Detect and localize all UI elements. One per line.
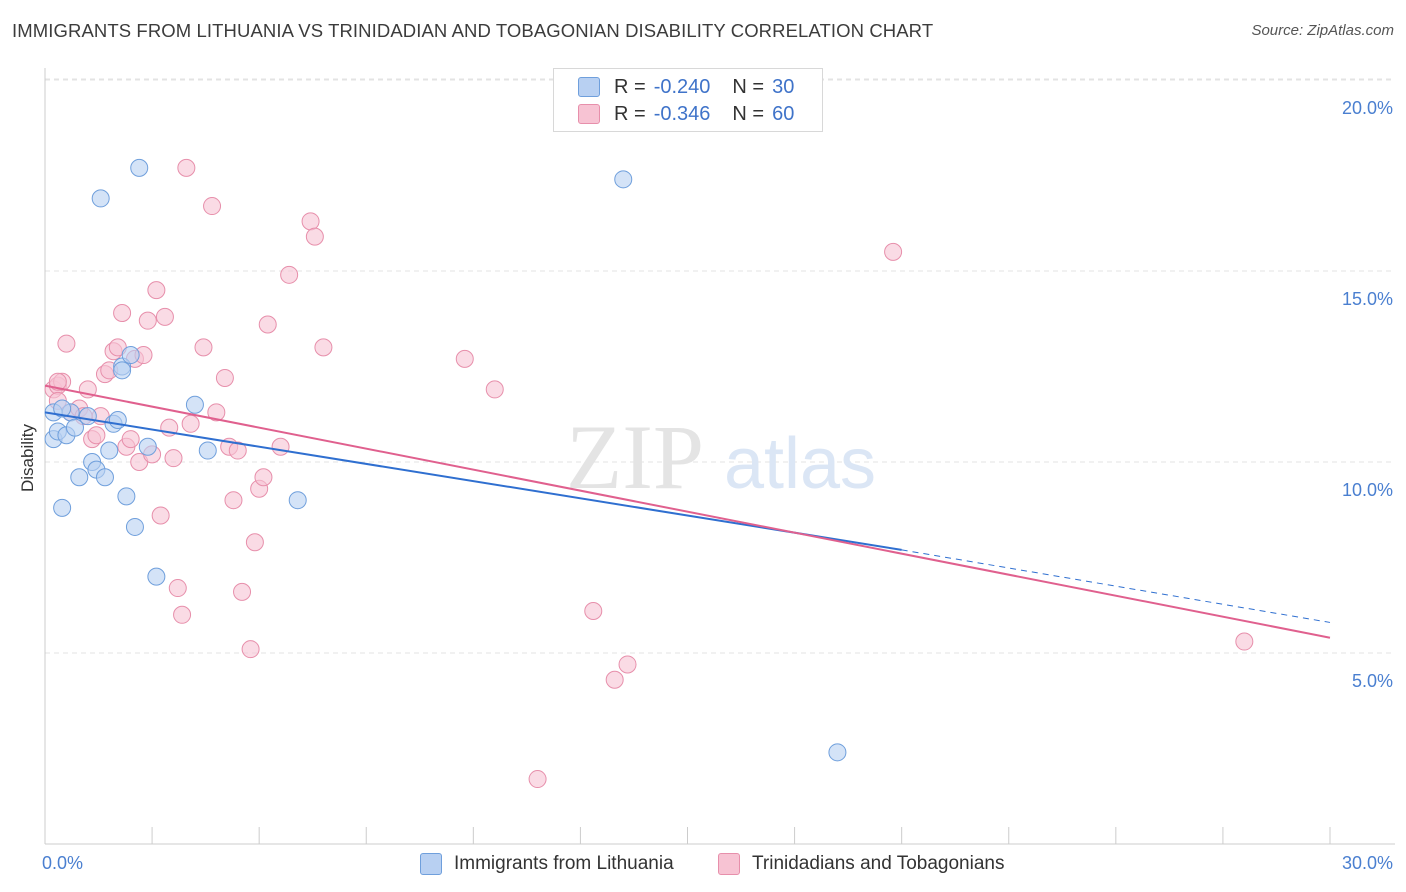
data-point-pink bbox=[528, 770, 547, 789]
legend-box: R = -0.240 N = 30 R = -0.346 N = 60 bbox=[553, 68, 823, 132]
bottom-legend-label: Trinidadians and Tobagonians bbox=[752, 853, 1005, 874]
data-point-blue bbox=[288, 491, 307, 510]
data-point-pink bbox=[155, 307, 174, 326]
data-point-pink bbox=[164, 449, 183, 468]
data-point-blue bbox=[130, 158, 149, 177]
data-point-blue bbox=[121, 346, 140, 365]
data-point-pink bbox=[224, 491, 243, 510]
data-point-pink bbox=[258, 315, 277, 334]
watermark: ZIP atlas bbox=[566, 406, 876, 508]
data-point-pink bbox=[314, 338, 333, 357]
data-point-pink bbox=[113, 304, 132, 323]
data-point-pink bbox=[121, 430, 140, 449]
watermark-zip: ZIP bbox=[566, 406, 704, 508]
data-point-blue bbox=[65, 418, 84, 437]
legend-r-value: -0.240 bbox=[653, 75, 711, 98]
x-tick-label: 0.0% bbox=[42, 853, 83, 873]
axes bbox=[44, 68, 1395, 845]
data-point-pink bbox=[254, 468, 273, 487]
data-point-blue bbox=[125, 517, 144, 536]
data-point-blue bbox=[117, 487, 136, 506]
data-point-blue bbox=[198, 441, 217, 460]
bottom-legend-trinidadians: Trinidadians and Tobagonians bbox=[718, 851, 1004, 877]
bottom-legend-label: Immigrants from Lithuania bbox=[454, 853, 674, 874]
trend-line-trinidadians bbox=[44, 384, 1331, 639]
data-point-pink bbox=[228, 441, 247, 460]
data-point-blue bbox=[100, 441, 119, 460]
y-tick-label: 15.0% bbox=[1342, 289, 1393, 309]
data-point-pink bbox=[455, 349, 474, 368]
data-point-pink bbox=[147, 281, 166, 300]
tick-labels: 5.0% 10.0% 15.0% 20.0% 0.0% 30.0% Disability bbox=[18, 98, 1393, 873]
legend-row-trinidadians: R = -0.346 N = 60 bbox=[578, 102, 794, 126]
legend-swatch-pink bbox=[578, 104, 600, 124]
bottom-legend-swatch-pink bbox=[718, 853, 740, 875]
data-point-pink bbox=[301, 212, 320, 231]
data-point-blue bbox=[53, 498, 72, 517]
trend-line-lithuania bbox=[44, 411, 902, 551]
y-tick-label: 10.0% bbox=[1342, 480, 1393, 500]
data-point-blue bbox=[138, 437, 157, 456]
data-point-pink bbox=[181, 414, 200, 433]
trend-lines bbox=[44, 384, 1331, 639]
trend-line-lithuania-extension bbox=[901, 549, 1331, 623]
legend-n-value: 60 bbox=[772, 102, 795, 125]
data-point-pink bbox=[177, 158, 196, 177]
data-point-pink bbox=[207, 403, 226, 422]
series-lithuania-points bbox=[44, 158, 847, 762]
series-trinidadians-points bbox=[44, 158, 1254, 789]
legend-n-label: N = bbox=[732, 75, 765, 98]
data-point-pink bbox=[168, 579, 187, 598]
data-point-pink bbox=[194, 338, 213, 357]
data-point-blue bbox=[53, 399, 72, 418]
data-point-blue bbox=[614, 170, 633, 189]
watermark-atlas: atlas bbox=[724, 424, 876, 504]
data-point-pink bbox=[1235, 632, 1254, 651]
data-point-blue bbox=[95, 468, 114, 487]
data-point-blue bbox=[78, 407, 97, 426]
legend-swatch-blue bbox=[578, 77, 600, 97]
source-label: Source: ZipAtlas.com bbox=[1251, 22, 1394, 39]
x-tick-label: 30.0% bbox=[1342, 853, 1393, 873]
y-axis-label: Disability bbox=[18, 423, 37, 492]
data-point-pink bbox=[618, 655, 637, 674]
legend-r-value: -0.346 bbox=[653, 102, 711, 125]
data-point-blue bbox=[70, 468, 89, 487]
data-point-pink bbox=[280, 265, 299, 284]
data-point-blue bbox=[91, 189, 110, 208]
data-point-pink bbox=[215, 368, 234, 387]
legend-n-label: N = bbox=[732, 102, 765, 125]
legend-row-lithuania: R = -0.240 N = 30 bbox=[578, 75, 794, 99]
data-point-pink bbox=[48, 372, 67, 391]
legend-n-value: 30 bbox=[772, 75, 795, 98]
data-point-pink bbox=[138, 311, 157, 330]
data-point-pink bbox=[884, 242, 903, 261]
bottom-legend-swatch-blue bbox=[420, 853, 442, 875]
data-point-blue bbox=[113, 361, 132, 380]
grid-lines bbox=[45, 78, 1395, 654]
data-point-pink bbox=[605, 670, 624, 689]
data-point-blue bbox=[828, 743, 847, 762]
legend-r-label: R = bbox=[614, 102, 646, 125]
data-point-pink bbox=[584, 601, 603, 620]
data-point-pink bbox=[57, 334, 76, 353]
data-point-pink bbox=[203, 197, 222, 216]
y-tick-label: 5.0% bbox=[1352, 671, 1393, 691]
data-point-blue bbox=[147, 567, 166, 586]
data-point-pink bbox=[87, 426, 106, 445]
data-point-pink bbox=[233, 582, 252, 601]
data-point-pink bbox=[271, 437, 290, 456]
data-point-pink bbox=[305, 227, 324, 246]
y-tick-label: 20.0% bbox=[1342, 98, 1393, 118]
data-point-pink bbox=[485, 380, 504, 399]
legend-r-label: R = bbox=[614, 75, 646, 98]
data-point-pink bbox=[173, 605, 192, 624]
data-point-blue bbox=[185, 395, 204, 414]
data-point-pink bbox=[241, 640, 260, 659]
bottom-legend-lithuania: Immigrants from Lithuania bbox=[420, 851, 674, 877]
data-point-pink bbox=[245, 533, 264, 552]
data-point-pink bbox=[151, 506, 170, 525]
chart-title: IMMIGRANTS FROM LITHUANIA VS TRINIDADIAN… bbox=[12, 20, 934, 41]
